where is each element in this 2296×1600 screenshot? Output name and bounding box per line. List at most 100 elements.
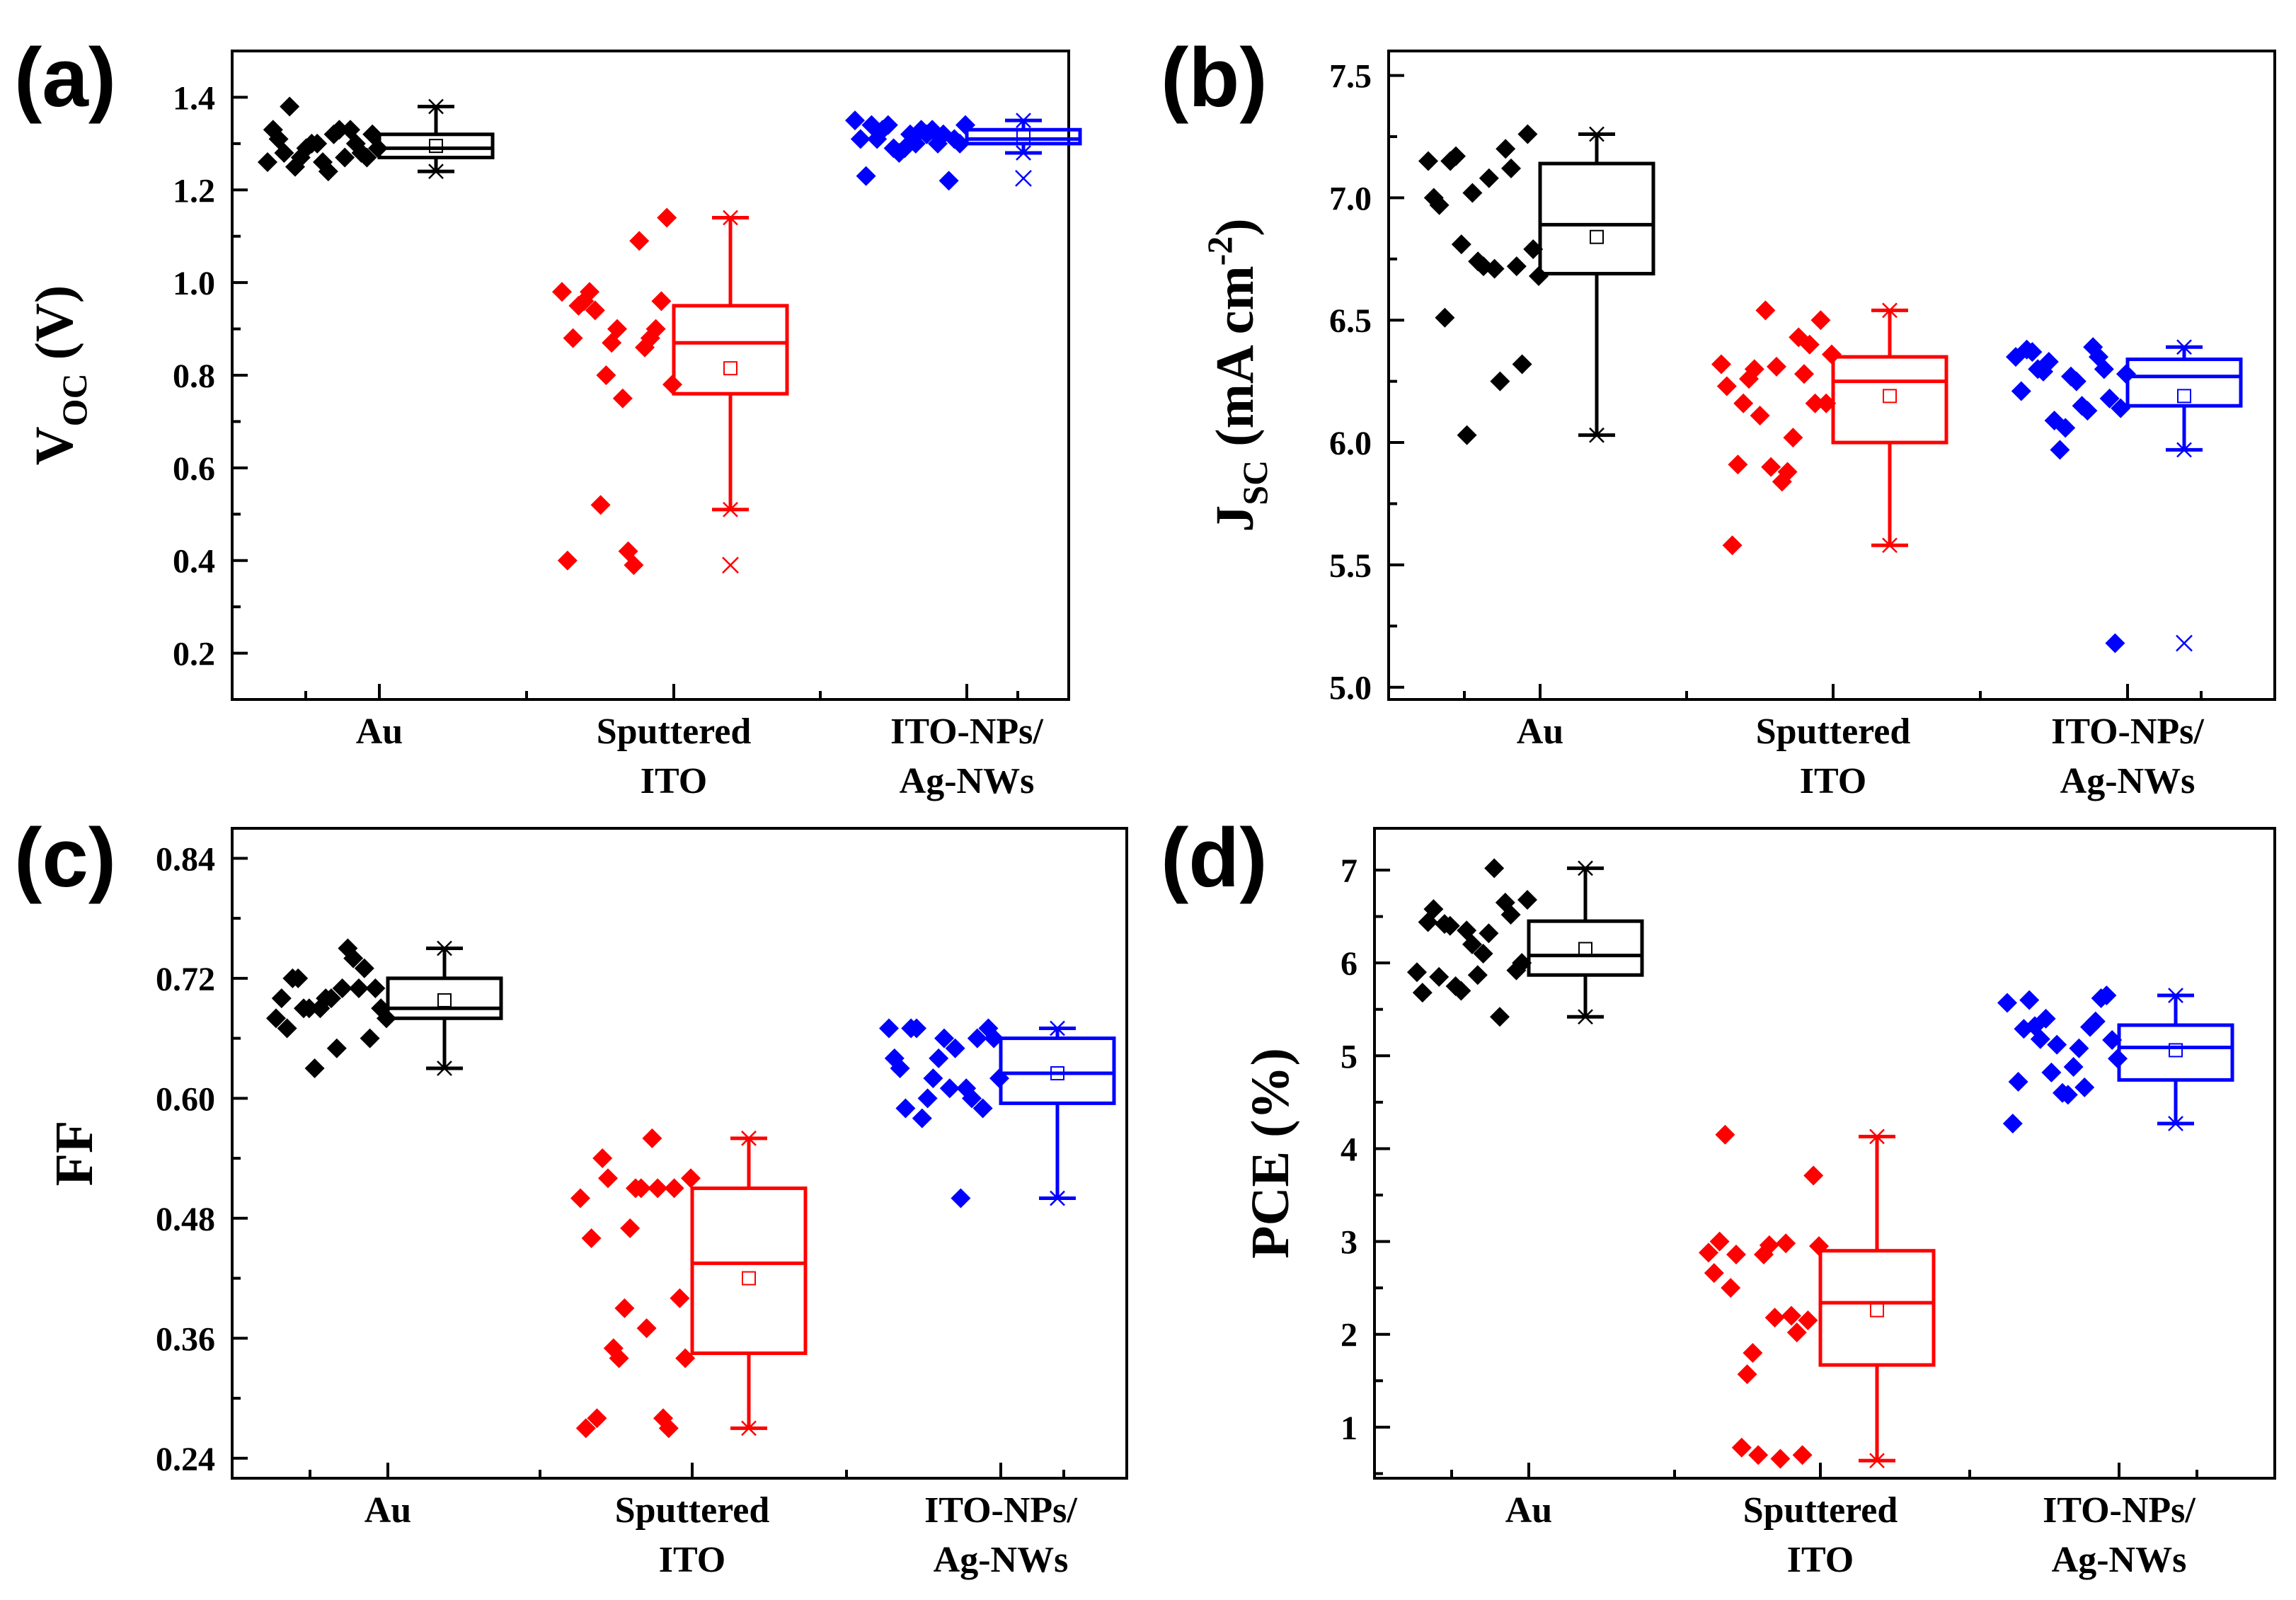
- data-point: [2074, 1077, 2095, 1097]
- data-point: [1529, 266, 1549, 287]
- data-point: [2055, 418, 2076, 438]
- box-mean: [2177, 389, 2191, 404]
- data-point: [1739, 369, 1759, 389]
- panel-c: (c) 0.24 0.36 0.48 0.60 0.72 0.84 FF Au Sputtered…: [14, 811, 1128, 1580]
- extreme-marker: [1016, 145, 1031, 161]
- y-tick-label: 7.0: [1329, 180, 1372, 217]
- data-point: [585, 300, 605, 321]
- data-point: [624, 555, 644, 576]
- data-point: [845, 110, 865, 131]
- data-point: [2111, 398, 2131, 418]
- y-axis-label-end: ): [1205, 218, 1265, 236]
- data-point: [945, 1038, 965, 1058]
- box-mean: [1590, 229, 1604, 244]
- box-mean: [429, 139, 443, 154]
- data-point: [349, 978, 369, 998]
- data-point: [1484, 858, 1505, 879]
- data-point: [2011, 381, 2031, 401]
- data-point: [2022, 342, 2043, 362]
- data-point: [1479, 923, 1499, 944]
- data-point: [1767, 356, 1786, 377]
- y-tick-label: 7.5: [1329, 58, 1372, 96]
- series-1: [570, 1128, 808, 1439]
- data-point: [1722, 535, 1743, 556]
- data-point: [1789, 327, 1809, 348]
- data-point: [1506, 256, 1527, 277]
- box-iqr: [1831, 355, 1948, 445]
- data-point: [285, 156, 305, 177]
- series-2: [1997, 985, 2234, 1134]
- data-point: [1764, 1308, 1785, 1328]
- box-iqr: [2117, 1023, 2234, 1082]
- y-tick-label: 0.84: [156, 840, 215, 878]
- data-point: [365, 978, 386, 998]
- data-point: [907, 1018, 926, 1039]
- data-point: [335, 147, 355, 168]
- data-point: [277, 1018, 297, 1039]
- series-0: [266, 938, 503, 1078]
- data-point: [928, 133, 948, 154]
- extreme-marker: [1589, 126, 1605, 142]
- data-point: [934, 1028, 954, 1048]
- data-point: [587, 1408, 607, 1429]
- data-point: [598, 1168, 618, 1189]
- data-point: [1474, 256, 1493, 277]
- extreme-marker: [2168, 1116, 2183, 1131]
- extreme-marker: [741, 1130, 757, 1146]
- x-category-label: Au: [365, 1490, 411, 1531]
- data-point: [357, 147, 377, 168]
- y-tick-label: 1.4: [173, 79, 215, 117]
- data-point: [1754, 1244, 1774, 1264]
- series-0: [258, 96, 495, 182]
- box-iqr: [999, 1036, 1116, 1105]
- data-point: [1731, 1437, 1752, 1458]
- data-point: [2102, 1030, 2123, 1051]
- data-point: [1490, 1007, 1510, 1027]
- data-point: [1412, 983, 1433, 1003]
- data-point: [2002, 1114, 2023, 1134]
- series-1: [552, 207, 789, 576]
- data-point: [1997, 993, 2017, 1013]
- data-point: [850, 129, 871, 149]
- data-point: [1776, 1233, 1796, 1254]
- extreme-marker: [2168, 988, 2183, 1003]
- data-point: [670, 1288, 690, 1308]
- extreme-marker: [2176, 442, 2192, 458]
- x-category-label: Ag-NWs: [2060, 761, 2195, 801]
- data-point: [313, 152, 333, 173]
- data-point: [1783, 428, 1803, 448]
- y-tick-label: 1.2: [173, 172, 215, 210]
- data-point: [1500, 904, 1521, 925]
- y-axis-label-superscript: -2: [1200, 236, 1239, 266]
- x-category-label: Sputtered: [1743, 1490, 1898, 1531]
- panel-label: (b): [1161, 31, 1268, 125]
- extreme-marker: [1869, 1128, 1885, 1145]
- extreme-marker: [723, 501, 738, 518]
- series-0: [1407, 858, 1644, 1027]
- data-point: [590, 495, 611, 515]
- data-point: [1726, 1244, 1746, 1264]
- extreme-marker: [1016, 113, 1031, 129]
- box-mean: [1016, 130, 1031, 144]
- data-point: [321, 988, 341, 1009]
- box-iqr: [377, 132, 495, 159]
- extreme-marker: [428, 164, 444, 179]
- box-iqr: [2125, 358, 2243, 408]
- data-point: [1467, 965, 1488, 985]
- data-point: [962, 1088, 982, 1109]
- data-point: [984, 1028, 1004, 1048]
- data-point: [2105, 633, 2125, 653]
- data-point: [635, 337, 655, 358]
- box-mean: [1883, 389, 1897, 404]
- data-point: [2053, 1082, 2072, 1103]
- data-point: [1805, 393, 1825, 413]
- data-point: [1743, 1342, 1763, 1363]
- data-point: [609, 1348, 629, 1368]
- data-point: [304, 1058, 325, 1078]
- x-category-label: Au: [1505, 1490, 1552, 1531]
- y-tick-label: 0.2: [173, 636, 215, 673]
- data-point: [2041, 1062, 2062, 1082]
- data-point: [629, 231, 650, 251]
- data-point: [1822, 344, 1842, 365]
